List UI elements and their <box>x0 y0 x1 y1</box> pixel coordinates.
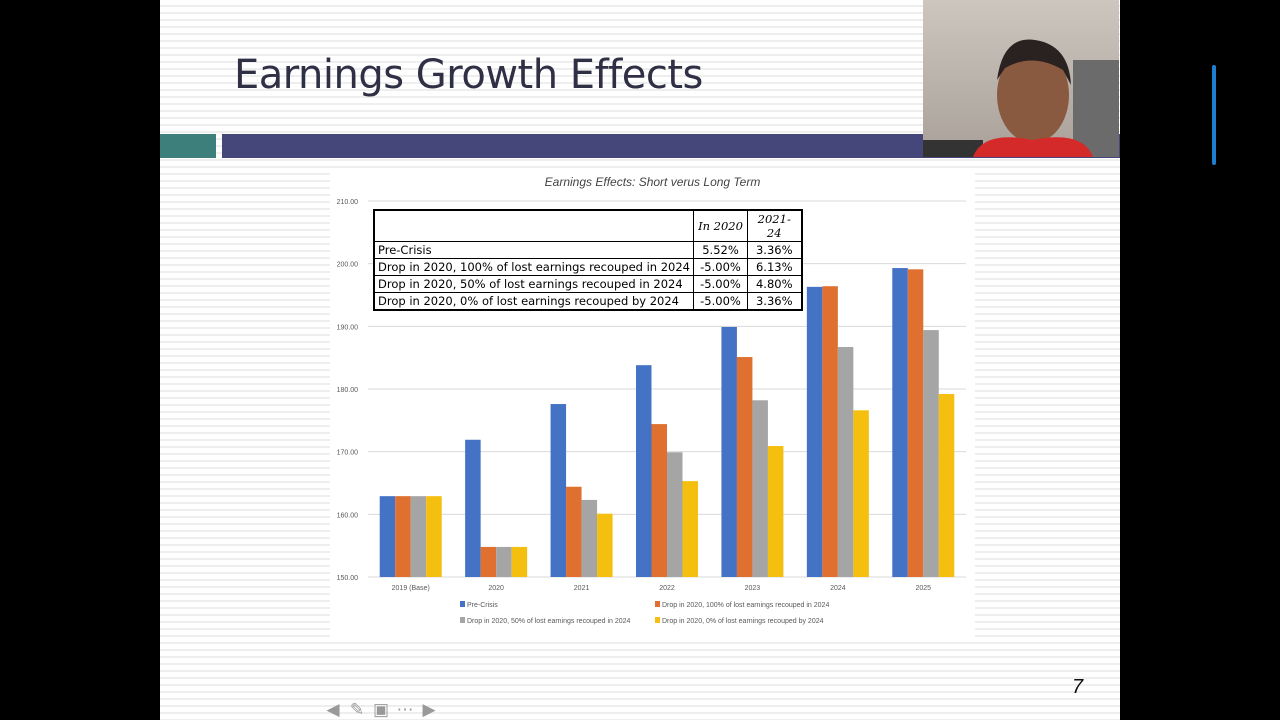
bar <box>597 513 613 577</box>
bar <box>837 347 854 577</box>
bar <box>736 357 753 577</box>
legend-label: Drop in 2020, 50% of lost earnings recou… <box>467 618 631 625</box>
y-tick-label: 200.00 <box>337 262 359 269</box>
side-panel-handle[interactable] <box>1212 65 1216 165</box>
cell: Drop in 2020, 0% of lost earnings recoup… <box>373 292 694 311</box>
y-tick-label: 190.00 <box>337 324 359 331</box>
x-tick-label: 2020 <box>488 585 504 592</box>
bar <box>566 486 582 577</box>
cell: 3.36% <box>747 241 802 259</box>
webcam-video <box>923 0 1119 157</box>
slides-icon[interactable]: ▣ <box>372 700 390 719</box>
table-header <box>373 209 694 242</box>
accent-bar-teal <box>160 134 216 158</box>
page-number: 7 <box>1072 676 1084 698</box>
table-row: Drop in 2020, 50% of lost earnings recou… <box>373 275 802 293</box>
more-icon[interactable]: ⋯ <box>396 700 414 719</box>
cell: 6.13% <box>747 258 802 276</box>
cell: Pre-Crisis <box>373 241 694 259</box>
bar <box>395 496 411 577</box>
cell: -5.00% <box>693 292 748 311</box>
slide-title: Earnings Growth Effects <box>234 52 703 98</box>
bar <box>581 499 598 577</box>
bar <box>651 424 667 577</box>
cell: Drop in 2020, 50% of lost earnings recou… <box>373 275 694 293</box>
bar <box>667 452 683 577</box>
bar <box>496 546 512 577</box>
legend-label: Drop in 2020, 0% of lost earnings recoup… <box>662 618 824 625</box>
table-row: Drop in 2020, 0% of lost earnings recoup… <box>373 292 802 311</box>
bar <box>550 404 567 577</box>
x-tick-label: 2019 (Base) <box>392 585 430 592</box>
y-tick-label: 160.00 <box>337 512 359 519</box>
bar <box>465 439 481 577</box>
x-tick-label: 2023 <box>745 585 761 592</box>
legend-label: Pre-Crisis <box>467 602 498 609</box>
y-tick-label: 180.00 <box>337 387 359 394</box>
legend-swatch <box>460 601 465 607</box>
arrow-left-icon[interactable]: ◀ <box>326 700 340 719</box>
x-tick-label: 2022 <box>659 585 675 592</box>
presenter-image <box>923 39 1119 157</box>
bar <box>806 286 823 577</box>
growth-table: In 2020 2021-24 Pre-Crisis 5.52% 3.36% Dro… <box>373 209 803 311</box>
cell: Drop in 2020, 100% of lost earnings reco… <box>373 258 694 276</box>
pen-icon[interactable]: ✎ <box>349 700 365 719</box>
bar <box>853 410 869 577</box>
legend-label: Drop in 2020, 100% of lost earnings reco… <box>662 602 829 609</box>
x-tick-label: 2025 <box>915 585 931 592</box>
table-row: Pre-Crisis 5.52% 3.36% <box>373 241 802 259</box>
bar <box>636 365 652 577</box>
arrow-right-icon[interactable]: ▶ <box>422 700 436 719</box>
cell: -5.00% <box>693 275 748 293</box>
legend-swatch <box>655 617 660 623</box>
table-header: In 2020 <box>693 209 748 242</box>
bar <box>682 481 698 577</box>
table-header-row: In 2020 2021-24 <box>373 209 802 242</box>
bar <box>822 286 838 577</box>
bar <box>511 546 528 577</box>
chart-title: Earnings Effects: Short verus Long Term <box>544 175 761 189</box>
bar <box>480 546 497 577</box>
x-tick-label: 2021 <box>574 585 590 592</box>
y-tick-label: 150.00 <box>337 575 359 582</box>
cell: 3.36% <box>747 292 802 311</box>
chart-svg: 150.00 160.00 170.00 180.00 190.00 200.00 210.… <box>337 199 966 625</box>
legend-swatch <box>460 617 465 623</box>
bar <box>907 269 924 577</box>
bar <box>938 394 955 577</box>
chart: Earnings Effects: Short verus Long Term … <box>330 168 975 637</box>
bar <box>892 268 908 577</box>
cell: 5.52% <box>693 241 748 259</box>
bar <box>721 326 737 577</box>
slide-nav: ◀ ✎ ▣ ⋯ ▶ <box>323 700 439 720</box>
bar <box>767 446 784 577</box>
cell: 4.80% <box>747 275 802 293</box>
bar <box>379 496 396 577</box>
cell: -5.00% <box>693 258 748 276</box>
bar <box>426 496 442 577</box>
table-row: Drop in 2020, 100% of lost earnings reco… <box>373 258 802 276</box>
table-header: 2021-24 <box>747 209 802 242</box>
bar <box>752 400 768 577</box>
x-tick-label: 2024 <box>830 585 846 592</box>
bar <box>923 330 939 577</box>
y-tick-label: 210.00 <box>337 199 359 206</box>
bar <box>410 496 427 577</box>
y-tick-label: 170.00 <box>337 450 359 457</box>
legend-swatch <box>655 601 660 607</box>
